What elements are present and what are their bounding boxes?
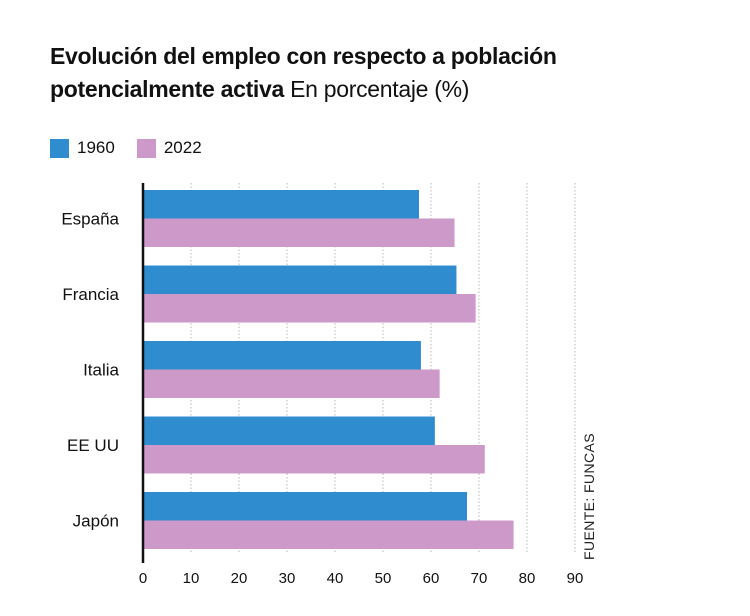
legend-label-2022: 2022 (163, 138, 202, 157)
bar-españa-1960 (143, 190, 419, 219)
title-main: Evolución del empleo con respecto a pobl… (50, 43, 557, 102)
title-subtitle: En porcentaje (%) (290, 76, 470, 102)
bar-francia-1960 (143, 265, 457, 294)
x-tick-label-80: 80 (519, 570, 536, 587)
category-label-4: Japón (73, 512, 119, 531)
legend-label-1960: 1960 (77, 138, 115, 157)
legend: 1960 2022 (50, 137, 224, 159)
source-text: FUENTE: FUNCAS (581, 433, 597, 560)
source-note: FUENTE: FUNCAS (578, 433, 598, 563)
x-tick-label-60: 60 (423, 570, 440, 587)
x-tick-label-0: 0 (139, 570, 147, 587)
legend-swatch-1960 (50, 138, 69, 158)
x-tick-label-30: 30 (279, 570, 296, 587)
x-tick-label-50: 50 (375, 570, 392, 587)
category-label-1: Francia (62, 285, 119, 304)
legend-swatch-2022 (136, 138, 156, 158)
bar-francia-2022 (143, 294, 476, 323)
x-tick-label-40: 40 (327, 570, 344, 587)
x-tick-label-20: 20 (231, 570, 248, 587)
bar-ee-uu-2022 (143, 445, 485, 474)
bar-ee-uu-1960 (143, 416, 435, 445)
category-label-2: Italia (83, 361, 119, 380)
legend-item-1960: 1960 (50, 138, 115, 158)
x-tick-label-90: 90 (567, 570, 584, 587)
bar-japón-2022 (143, 520, 514, 549)
bar-japón-1960 (143, 492, 467, 521)
bar-italia-1960 (143, 341, 421, 370)
category-label-3: EE UU (67, 436, 119, 455)
bar-italia-2022 (143, 369, 440, 398)
x-tick-label-10: 10 (183, 570, 200, 587)
legend-item-2022: 2022 (136, 138, 202, 158)
x-tick-label-70: 70 (471, 570, 488, 587)
chart-title: Evolución del empleo con respecto a pobl… (50, 40, 710, 106)
category-label-0: España (61, 210, 119, 229)
bar-españa-2022 (143, 218, 455, 247)
